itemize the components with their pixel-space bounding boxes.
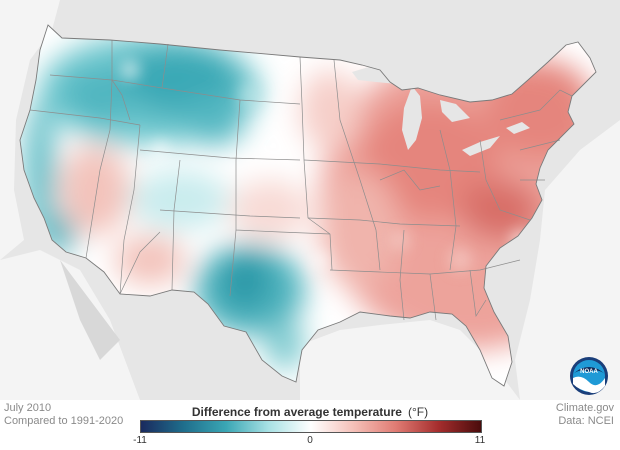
temperature-anomaly-map xyxy=(0,0,620,400)
map-date: July 2010 xyxy=(4,402,52,414)
atlantic-ocean xyxy=(515,120,620,400)
pacific-ocean xyxy=(0,0,60,260)
legend-color-bar xyxy=(140,420,482,433)
data-credit: Data: NCEI xyxy=(558,415,614,427)
state-borders xyxy=(29,40,573,321)
source-credit: Climate.gov xyxy=(555,402,614,414)
map-caption: July 2010 Compared to 1991-2020 xyxy=(4,402,123,428)
legend-max-label: 11 xyxy=(474,435,486,446)
noaa-logo-icon: NOAA xyxy=(570,357,608,395)
gulf-of-mexico xyxy=(300,320,520,400)
legend-title: Difference from average temperature (°F) xyxy=(140,405,480,419)
noaa-logo-text: NOAA xyxy=(580,369,598,375)
pacific-ocean-south xyxy=(0,250,140,400)
legend-title-text: Difference from average temperature xyxy=(191,405,402,419)
baja-california xyxy=(60,260,120,360)
legend-unit: (°F) xyxy=(407,405,429,419)
us-map-svg xyxy=(0,0,620,400)
legend-mid-label: 0 xyxy=(307,435,313,446)
baseline-period: Compared to 1991-2020 xyxy=(4,415,124,427)
credits: Climate.gov Data: NCEI xyxy=(556,402,614,428)
legend-min-label: -11 xyxy=(133,435,147,446)
